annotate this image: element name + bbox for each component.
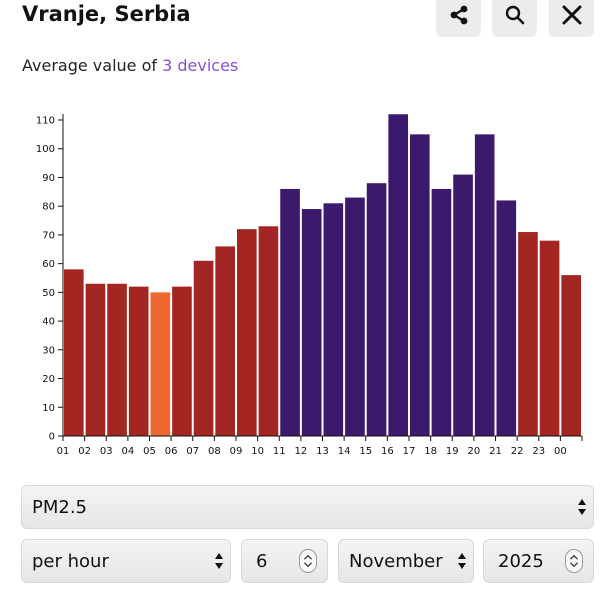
bar-17[interactable]: [410, 134, 430, 436]
stepper-arrows-icon[interactable]: [299, 549, 317, 573]
x-tick-label: 02: [78, 446, 91, 457]
devices-link[interactable]: 3 devices: [162, 56, 239, 75]
bar-13[interactable]: [323, 203, 344, 436]
header: Vranje, Serbia: [0, 0, 600, 40]
y-tick-label: 30: [42, 345, 55, 356]
y-tick-label: 90: [42, 173, 55, 184]
bar-15[interactable]: [366, 183, 387, 436]
stepper-arrows-icon[interactable]: [565, 549, 583, 573]
y-tick-label: 80: [42, 202, 55, 213]
select-arrows-icon: [458, 553, 466, 569]
x-tick-label: 21: [489, 446, 502, 457]
x-tick-label: 13: [316, 446, 329, 457]
bar-12[interactable]: [301, 209, 322, 436]
bar-20[interactable]: [474, 134, 495, 436]
bar-00[interactable]: [561, 275, 581, 436]
x-tick-label: 10: [251, 446, 264, 457]
year-stepper-value: 2025: [498, 550, 544, 572]
x-tick-label: 23: [532, 446, 545, 457]
x-tick-label: 05: [143, 446, 156, 457]
bar-16[interactable]: [388, 114, 408, 436]
year-stepper[interactable]: 2025: [483, 539, 594, 583]
bar-03[interactable]: [107, 283, 127, 436]
x-tick-label: 04: [122, 446, 135, 457]
x-tick-label: 16: [381, 446, 394, 457]
x-tick-label: 01: [57, 446, 70, 457]
y-tick-label: 10: [42, 403, 55, 414]
x-tick-label: 03: [100, 446, 113, 457]
search-icon: [505, 5, 524, 24]
bar-chart: 0 10 20 30 40 50 60 70 80 90 100 110 01 02 03 04 05 06 07 0…: [0, 100, 600, 470]
bar-04[interactable]: [128, 286, 149, 436]
select-arrows-icon: [215, 553, 223, 569]
x-tick-label: 00: [554, 446, 567, 457]
y-tick-label: 60: [42, 259, 55, 270]
interval-select-value: per hour: [32, 550, 109, 572]
day-stepper[interactable]: 6: [241, 539, 328, 583]
bar-23[interactable]: [539, 240, 560, 436]
bar-06[interactable]: [172, 286, 192, 436]
bar-22[interactable]: [518, 232, 538, 436]
y-tick-label: 70: [42, 230, 55, 241]
close-button[interactable]: [549, 0, 594, 37]
x-tick-label: 19: [446, 446, 459, 457]
select-arrows-icon: [578, 499, 586, 515]
bar-14[interactable]: [345, 197, 365, 436]
x-tick-label: 22: [511, 446, 524, 457]
y-tick-label: 0: [49, 432, 55, 443]
bar-01[interactable]: [64, 269, 84, 436]
y-tick-label: 100: [36, 144, 55, 155]
x-tick-label: 18: [424, 446, 437, 457]
close-icon: [562, 5, 581, 24]
x-tick-label: 09: [230, 446, 243, 457]
bar-05[interactable]: [150, 292, 171, 436]
pollutant-select[interactable]: PM2.5: [21, 485, 594, 529]
x-tick-label: 14: [338, 446, 351, 457]
subtitle: Average value of 3 devices: [22, 56, 238, 75]
bar-07[interactable]: [193, 260, 214, 436]
bar-11[interactable]: [280, 188, 300, 436]
page-title: Vranje, Serbia: [22, 2, 191, 26]
y-tick-label: 50: [42, 288, 55, 299]
bar-08[interactable]: [215, 246, 235, 436]
x-tick-label: 20: [468, 446, 481, 457]
bar-18[interactable]: [431, 188, 452, 436]
month-select-value: November: [349, 550, 443, 572]
bar-21[interactable]: [496, 200, 517, 436]
x-tick-label: 17: [403, 446, 416, 457]
share-icon: [450, 5, 467, 24]
bar-19[interactable]: [453, 174, 473, 436]
x-tick-label: 07: [186, 446, 199, 457]
interval-select[interactable]: per hour: [21, 539, 231, 583]
x-tick-label: 08: [208, 446, 221, 457]
day-stepper-value: 6: [256, 550, 268, 572]
y-tick-label: 40: [42, 317, 55, 328]
x-tick-label: 11: [273, 446, 286, 457]
pollutant-select-value: PM2.5: [32, 496, 88, 518]
search-button[interactable]: [492, 0, 537, 37]
bar-09[interactable]: [237, 229, 257, 436]
month-select[interactable]: November: [338, 539, 474, 583]
x-tick-label: 06: [165, 446, 178, 457]
bar-02[interactable]: [85, 283, 106, 436]
x-tick-label: 12: [295, 446, 308, 457]
y-tick-label: 110: [36, 116, 55, 127]
y-tick-label: 20: [42, 374, 55, 385]
x-tick-label: 15: [359, 446, 372, 457]
subtitle-prefix: Average value of: [22, 56, 163, 75]
share-button[interactable]: [436, 0, 481, 37]
bar-10[interactable]: [258, 226, 279, 436]
